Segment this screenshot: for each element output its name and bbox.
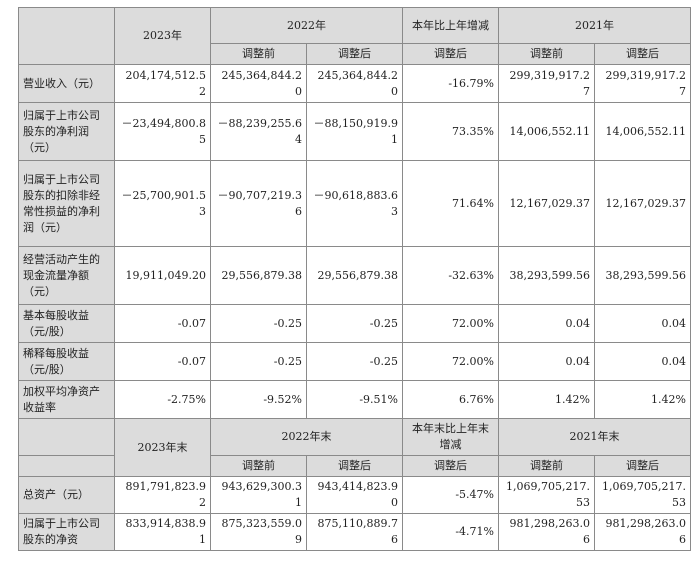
table-row: 基本每股收益（元/股） -0.07 -0.25 -0.25 72.00% 0.0…: [18, 304, 691, 343]
row-label: 经营活动产生的现金流量净额（元）: [18, 246, 115, 305]
table-row: 加权平均净资产收益率 -2.75% -9.52% -9.51% 6.76% 1.…: [18, 380, 691, 419]
value-2022-before: -0.25: [210, 342, 307, 381]
value-2021-after: 0.04: [594, 304, 691, 343]
header-change: 本年比上年增减: [402, 7, 499, 44]
row-label: 归属于上市公司股东的净利润（元）: [18, 102, 115, 161]
header-2021: 2021年: [498, 7, 691, 44]
value-2022-before: -9.52%: [210, 380, 307, 419]
corner-cell: [18, 7, 115, 65]
table-row: 稀释每股收益（元/股） -0.07 -0.25 -0.25 72.00% 0.0…: [18, 342, 691, 381]
value-2022-before: －88,239,255.64: [210, 102, 307, 161]
row-label: 营业收入（元）: [18, 64, 115, 103]
value-2021-before: 0.04: [498, 342, 595, 381]
value-2021-before: 0.04: [498, 304, 595, 343]
value-2023: -0.07: [114, 304, 211, 343]
financial-data-table: 2023年 2022年 本年比上年增减 2021年 调整前 调整后 调整后 调整…: [18, 7, 691, 551]
header-2021-before: 调整前: [498, 43, 595, 65]
value-2021-before: 14,006,552.11: [498, 102, 595, 161]
table-row: 归属于上市公司股东的扣除非经常性损益的净利润（元） －25,700,901.53…: [18, 160, 691, 247]
value-2021-after: 299,319,917.27: [594, 64, 691, 103]
value-2021-after: 981,298,263.06: [594, 513, 691, 551]
value-change: 6.76%: [402, 380, 499, 419]
value-change: 73.35%: [402, 102, 499, 161]
header-2022-end-after: 调整后: [306, 455, 403, 477]
corner-cell-2: [18, 418, 115, 456]
value-2021-before: 1,069,705,217.53: [498, 476, 595, 514]
header-2022: 2022年: [210, 7, 403, 44]
value-2021-after: 1,069,705,217.53: [594, 476, 691, 514]
value-2021-before: 38,293,599.56: [498, 246, 595, 305]
value-2022-before: 943,629,300.31: [210, 476, 307, 514]
value-2022-before: -0.25: [210, 304, 307, 343]
header-2021-end-after: 调整后: [594, 455, 691, 477]
value-2022-after: -0.25: [306, 304, 403, 343]
value-2022-after: 943,414,823.90: [306, 476, 403, 514]
value-2022-after: 245,364,844.20: [306, 64, 403, 103]
value-2022-after: -9.51%: [306, 380, 403, 419]
value-change: -4.71%: [402, 513, 499, 551]
table-row: 经营活动产生的现金流量净额（元） 19,911,049.20 29,556,87…: [18, 246, 691, 305]
row-label: 总资产（元）: [18, 476, 115, 514]
header-2022-end-before: 调整前: [210, 455, 307, 477]
value-2021-before: 299,319,917.27: [498, 64, 595, 103]
value-change: 71.64%: [402, 160, 499, 247]
table-row: 营业收入（元） 204,174,512.52 245,364,844.20 24…: [18, 64, 691, 103]
table-row: 归属于上市公司股东的净利润（元） －23,494,800.85 －88,239,…: [18, 102, 691, 161]
value-2023: 833,914,838.91: [114, 513, 211, 551]
value-change: -5.47%: [402, 476, 499, 514]
row-label: 加权平均净资产收益率: [18, 380, 115, 419]
value-2021-after: 0.04: [594, 342, 691, 381]
value-2023: -2.75%: [114, 380, 211, 419]
value-change: 72.00%: [402, 342, 499, 381]
value-2021-after: 12,167,029.37: [594, 160, 691, 247]
value-2023: －25,700,901.53: [114, 160, 211, 247]
value-2022-after: 875,110,889.76: [306, 513, 403, 551]
value-2022-before: 245,364,844.20: [210, 64, 307, 103]
value-2022-before: 29,556,879.38: [210, 246, 307, 305]
row-label: 归属于上市公司股东的扣除非经常性损益的净利润（元）: [18, 160, 115, 247]
value-2023: －23,494,800.85: [114, 102, 211, 161]
value-2022-before: 875,323,559.09: [210, 513, 307, 551]
value-change: 72.00%: [402, 304, 499, 343]
header-2023: 2023年: [114, 7, 211, 65]
value-2021-before: 12,167,029.37: [498, 160, 595, 247]
value-2022-after: -0.25: [306, 342, 403, 381]
table-row: 总资产（元） 891,791,823.92 943,629,300.31 943…: [18, 476, 691, 514]
value-2021-before: 981,298,263.06: [498, 513, 595, 551]
value-2022-after: －90,618,883.63: [306, 160, 403, 247]
value-2022-after: 29,556,879.38: [306, 246, 403, 305]
header-2021-after: 调整后: [594, 43, 691, 65]
value-change: -32.63%: [402, 246, 499, 305]
row-label: 稀释每股收益（元/股）: [18, 342, 115, 381]
value-2021-after: 14,006,552.11: [594, 102, 691, 161]
value-2023: 204,174,512.52: [114, 64, 211, 103]
header-2023-end: 2023年末: [114, 418, 211, 477]
row-label: 归属于上市公司股东的净资: [18, 513, 115, 551]
value-2023: 891,791,823.92: [114, 476, 211, 514]
value-change: -16.79%: [402, 64, 499, 103]
header-change-end: 本年末比上年末增减: [402, 418, 499, 456]
corner-cell-2b: [18, 455, 115, 477]
value-2021-before: 1.42%: [498, 380, 595, 419]
row-label: 基本每股收益（元/股）: [18, 304, 115, 343]
value-2023: 19,911,049.20: [114, 246, 211, 305]
header-2022-after: 调整后: [306, 43, 403, 65]
value-2023: -0.07: [114, 342, 211, 381]
value-2022-after: －88,150,919.91: [306, 102, 403, 161]
value-2021-after: 1.42%: [594, 380, 691, 419]
header-2022-end: 2022年末: [210, 418, 403, 456]
header-2021-end-before: 调整前: [498, 455, 595, 477]
header-2021-end: 2021年末: [498, 418, 691, 456]
value-2022-before: －90,707,219.36: [210, 160, 307, 247]
header-2022-before: 调整前: [210, 43, 307, 65]
table-row: 归属于上市公司股东的净资 833,914,838.91 875,323,559.…: [18, 513, 691, 551]
header-change-sub: 调整后: [402, 43, 499, 65]
header-change-end-sub: 调整后: [402, 455, 499, 477]
value-2021-after: 38,293,599.56: [594, 246, 691, 305]
